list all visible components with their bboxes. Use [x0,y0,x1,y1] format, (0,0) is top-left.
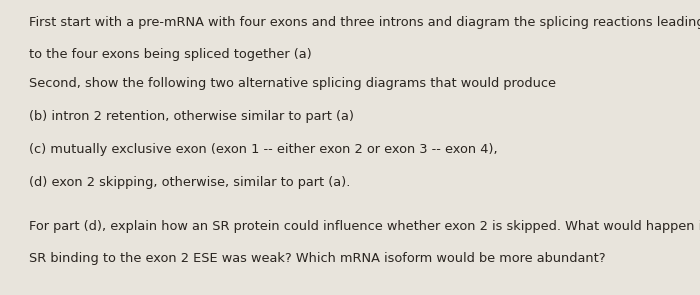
Text: to the four exons being spliced together (a): to the four exons being spliced together… [29,48,312,61]
Text: SR binding to the exon 2 ESE was weak? Which mRNA isoform would be more abundant: SR binding to the exon 2 ESE was weak? W… [29,252,606,265]
Text: First start with a pre-mRNA with four exons and three introns and diagram the sp: First start with a pre-mRNA with four ex… [29,16,700,29]
Text: (b) intron 2 retention, otherwise similar to part (a): (b) intron 2 retention, otherwise simila… [29,110,354,123]
Text: Second, show the following two alternative splicing diagrams that would produce: Second, show the following two alternati… [29,77,556,90]
Text: (d) exon 2 skipping, otherwise, similar to part (a).: (d) exon 2 skipping, otherwise, similar … [29,176,351,189]
Text: (c) mutually exclusive exon (exon 1 -- either exon 2 or exon 3 -- exon 4),: (c) mutually exclusive exon (exon 1 -- e… [29,143,498,156]
Text: For part (d), explain how an SR protein could influence whether exon 2 is skippe: For part (d), explain how an SR protein … [29,220,700,233]
